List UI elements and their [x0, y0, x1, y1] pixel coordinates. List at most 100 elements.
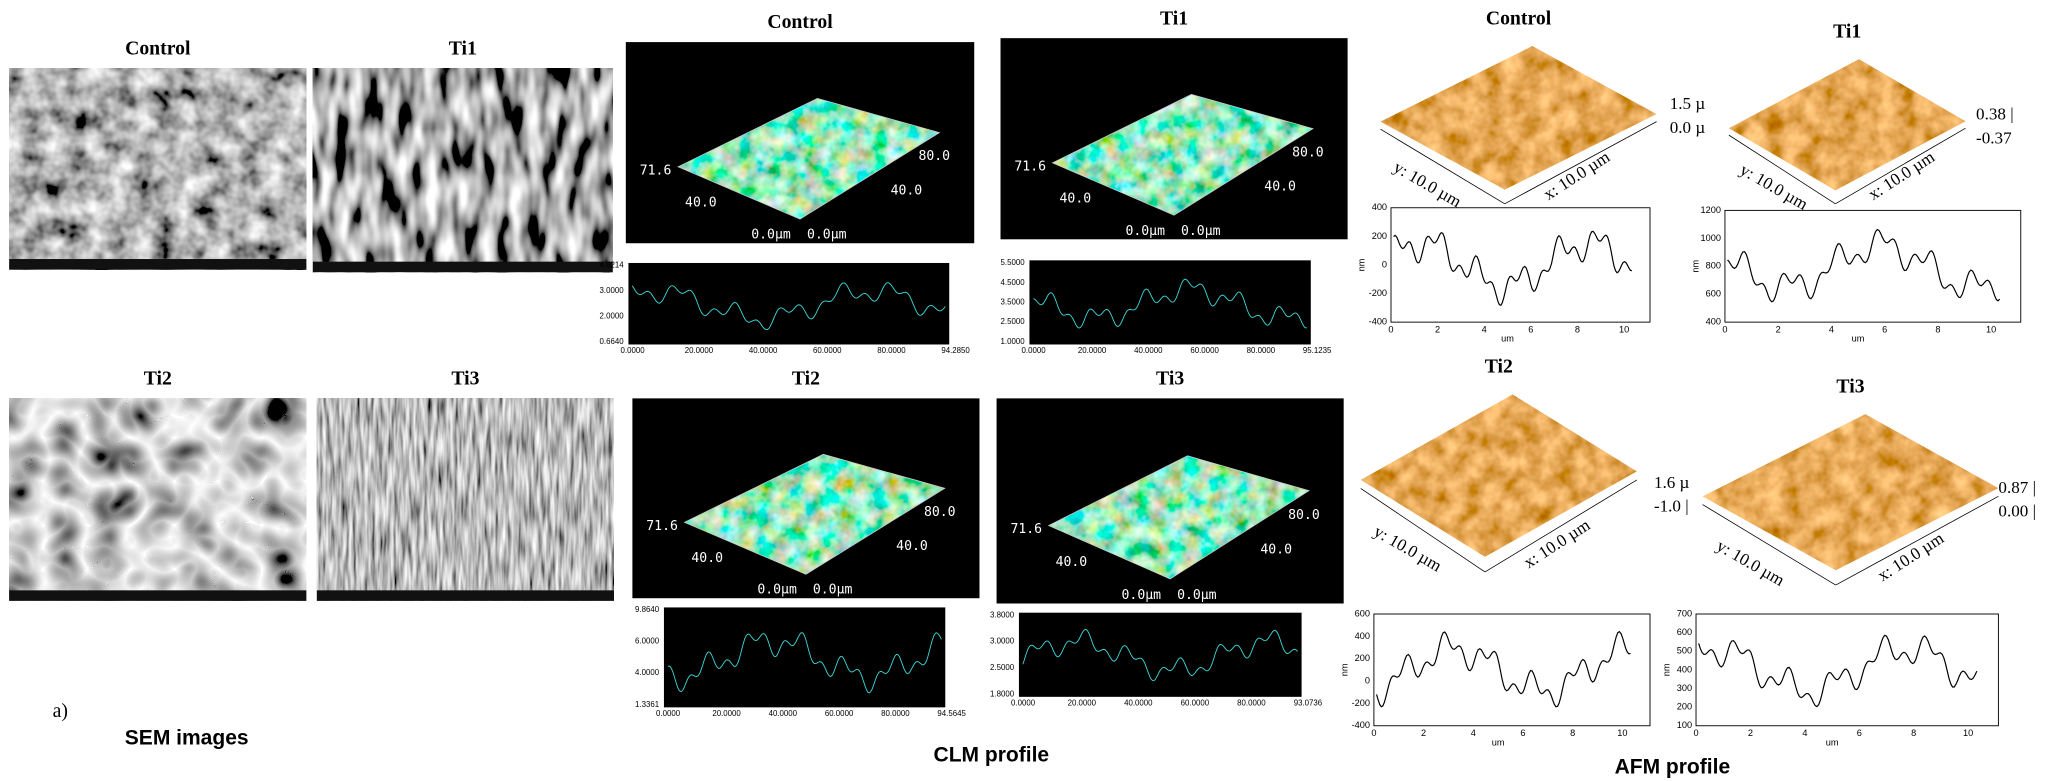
axis-label: y: 10.0 µm [1390, 157, 1465, 211]
scale-label: 0.0 µ [1670, 118, 1706, 137]
y-tick-label: 500 [1677, 646, 1692, 656]
clm-axis-label: 40.0 [891, 183, 923, 198]
x-tick-label: 60.0000 [813, 346, 842, 355]
profile-line [1033, 278, 1307, 329]
y-tick-label: 6.0000 [635, 637, 660, 646]
scale-label: 1.5 µ [1670, 94, 1706, 113]
sem-image [316, 398, 614, 601]
y-tick-label: 9.8640 [635, 605, 660, 614]
clm-axis-label: 0.0µm [1177, 588, 1217, 603]
x-tick-label: 40.0000 [1134, 346, 1163, 355]
axis-label: y: 10.0 µm [1371, 522, 1446, 576]
clm-axis-label: 80.0 [1292, 145, 1324, 160]
profile-plot [1018, 612, 1302, 697]
clm-frame [1051, 94, 1314, 216]
y-tick-label: 0.6640 [600, 337, 625, 346]
x-tick-label: 80.0000 [1237, 698, 1266, 707]
axis-edge [1702, 504, 1836, 586]
y-tick-label: 2.5000 [990, 663, 1015, 672]
y-tick-label: 1200 [1701, 205, 1721, 215]
x-tick-label: 80.0000 [1247, 346, 1276, 355]
sem-image [9, 68, 307, 270]
axis-edge [1360, 488, 1486, 573]
x-tick-label: 4 [1471, 728, 1476, 738]
x-tick-label: 80.0000 [881, 709, 910, 718]
y-tick-label: 0 [1382, 259, 1387, 269]
profile-line [1022, 628, 1298, 682]
y-axis-title: nm [1690, 260, 1700, 273]
y-tick-label: 3.5000 [1001, 297, 1026, 306]
y-tick-label: 100 [1677, 720, 1692, 730]
y-tick-label: 600 [1706, 289, 1721, 299]
sem-image [9, 398, 307, 601]
scale-label: 0.00 | [1998, 502, 2036, 521]
x-tick-label: 2 [1748, 728, 1753, 738]
x-tick-label: 94.2850 [941, 346, 970, 355]
y-tick-label: 4.0000 [635, 668, 660, 677]
axis-edge [1835, 495, 1999, 586]
panel-title: Ti3 [1836, 375, 1864, 397]
clm-axis-label: 0.0µm [757, 583, 797, 598]
y-tick-label: -400 [1369, 317, 1387, 327]
y-tick-label: 400 [1706, 317, 1721, 327]
x-axis-title: um [1492, 737, 1505, 747]
panel-title: Ti2 [792, 368, 820, 390]
axis-label: y: 10.0 µm [1713, 536, 1788, 590]
info-bar [312, 261, 613, 273]
y-tick-label: 400 [1677, 664, 1692, 674]
clm-axis-label: 0.0µm [813, 583, 853, 598]
y-axis-title: nm [1662, 663, 1672, 676]
x-tick-label: 60.0000 [825, 709, 854, 718]
x-tick-label: 8 [1911, 728, 1916, 738]
y-tick-label: 4.6214 [600, 261, 625, 270]
x-tick-label: 40.0000 [1124, 698, 1153, 707]
clm-axis-label: 40.0 [1264, 180, 1296, 195]
x-tick-label: 2 [1435, 324, 1440, 334]
profile-line [631, 282, 946, 331]
x-tick-label: 0.0000 [621, 346, 646, 355]
x-tick-label: 2 [1421, 728, 1426, 738]
profile-plot [1373, 613, 1651, 727]
clm-axis-label: 71.6 [1014, 159, 1046, 174]
y-tick-label: -200 [1369, 288, 1387, 298]
y-tick-label: 700 [1677, 608, 1692, 618]
x-tick-label: 0 [1371, 728, 1376, 738]
clm-axis-label: 0.0µm [1181, 224, 1221, 239]
y-tick-label: 1000 [1701, 233, 1721, 243]
x-tick-label: 20.0000 [685, 346, 714, 355]
profile-plot [663, 607, 946, 708]
x-tick-label: 2 [1776, 324, 1781, 334]
clm-axis-label: 40.0 [691, 551, 723, 566]
x-tick-label: 0.0000 [1011, 698, 1036, 707]
axis-edge [1504, 121, 1657, 205]
clm-axis-label: 40.0 [1260, 543, 1292, 558]
y-tick-label: 400 [1355, 631, 1370, 641]
panel-title: Control [1486, 7, 1552, 29]
panel-title: Ti3 [451, 368, 479, 390]
x-tick-label: 4 [1829, 324, 1834, 334]
clm-axis-label: 80.0 [1288, 508, 1320, 523]
scale-label: 0.87 | [1998, 478, 2036, 497]
x-tick-label: 20.0000 [1078, 346, 1107, 355]
x-tick-label: 6 [1882, 324, 1887, 334]
sem-image [312, 68, 613, 273]
x-tick-label: 20.0000 [1068, 698, 1097, 707]
y-tick-label: 1.3361 [635, 700, 659, 709]
clm-axis-label: 71.6 [646, 519, 678, 534]
x-tick-label: 6 [1528, 324, 1533, 334]
y-tick-label: 200 [1677, 702, 1692, 712]
y-tick-label: 3.0000 [600, 286, 625, 295]
clm-axis-label: 0.0µm [751, 228, 791, 243]
scale-label: 1.6 µ [1654, 473, 1690, 492]
x-tick-label: 0.0000 [656, 709, 681, 718]
clm-axis-label: 40.0 [1060, 192, 1092, 207]
info-bar [316, 590, 614, 601]
axis-edge [1484, 479, 1638, 573]
y-tick-label: 400 [1372, 202, 1387, 212]
x-axis-title: um [1852, 334, 1865, 344]
clm-axis-label: 71.6 [1010, 522, 1042, 537]
clm-axis-label: 40.0 [896, 539, 928, 554]
x-tick-label: 4 [1482, 324, 1487, 334]
x-tick-label: 8 [1570, 728, 1575, 738]
clm-axis-label: 80.0 [924, 505, 956, 520]
